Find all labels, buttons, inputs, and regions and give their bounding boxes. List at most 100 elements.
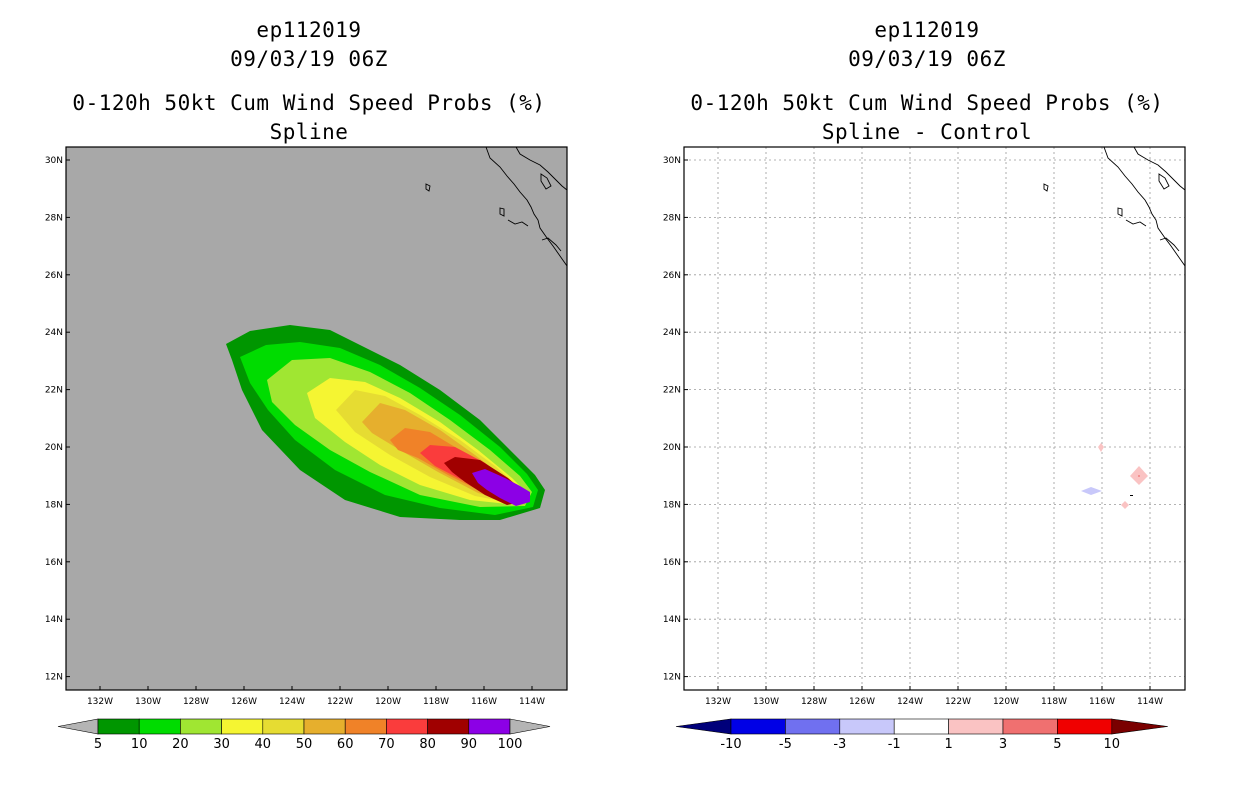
left-probability-contours <box>226 325 545 520</box>
lat-tick-label: 24N <box>663 328 681 338</box>
lon-tick-label: 120W <box>993 697 1019 707</box>
lat-tick-label: 20N <box>663 443 681 453</box>
colorbar-swatch <box>180 718 222 735</box>
right-product-title: 0-120h 50kt Cum Wind Speed Probs (%) <box>690 91 1164 115</box>
lat-tick-label: 12N <box>45 673 63 683</box>
lon-tick-label: 126W <box>231 697 257 707</box>
right-forecast-date: 09/03/19 06Z <box>848 47 1006 71</box>
right-difference-patches <box>1081 443 1148 509</box>
lat-tick-label: 18N <box>663 500 681 510</box>
right-method-label: Spline - Control <box>821 120 1033 144</box>
colorbar-label: -1 <box>888 737 901 752</box>
lat-tick-label: 30N <box>663 156 681 166</box>
left-product-title: 0-120h 50kt Cum Wind Speed Probs (%) <box>72 91 546 115</box>
left-map-svg: 30N 28N 26N 24N 22N 20N 18N 16N 14N 12N 132W 130W 12… <box>45 146 568 752</box>
lon-tick-label: 130W <box>753 697 779 707</box>
colorbar-label: 5 <box>94 737 102 752</box>
colorbar-swatch <box>427 718 470 735</box>
colorbar-label: 60 <box>337 737 354 752</box>
right-axis-ticks: 30N 28N 26N 24N 22N 20N 18N 16N 14N 12N 132W 130W 12… <box>663 156 1163 707</box>
lon-tick-label: 132W <box>87 697 113 707</box>
colorbar-right-arrow <box>1111 718 1168 735</box>
lat-tick-label: 20N <box>45 443 63 453</box>
left-map-panel: ep112019 09/03/19 06Z 0-120h 50kt Cum Wi… <box>45 18 568 752</box>
right-map-panel: ep112019 09/03/19 06Z 0-120h 50kt Cum Wi… <box>618 0 1236 800</box>
right-colorbar: -10 -5 -3 -1 1 3 5 10 <box>675 718 1168 752</box>
colorbar-label: 50 <box>296 737 313 752</box>
colorbar-label: -3 <box>833 737 846 752</box>
colorbar-label: 90 <box>461 737 478 752</box>
left-map-frame <box>65 146 568 691</box>
colorbar-label: 10 <box>131 737 148 752</box>
colorbar-swatch <box>344 718 387 735</box>
colorbar-label: 5 <box>1053 737 1061 752</box>
lat-tick-label: 22N <box>45 386 63 396</box>
right-storm-id: ep112019 <box>874 18 980 42</box>
colorbar-swatch <box>893 718 949 735</box>
lon-tick-label: 114W <box>1137 697 1163 707</box>
right-gridlines <box>684 147 1185 690</box>
left-storm-id: ep112019 <box>256 18 362 42</box>
colorbar-swatch <box>948 718 1004 735</box>
colorbar-swatch <box>1057 718 1113 735</box>
lon-tick-label: 128W <box>801 697 827 707</box>
lon-tick-label: 118W <box>1041 697 1067 707</box>
negative-difference-patch <box>1081 487 1102 495</box>
difference-tick-mark <box>1130 495 1133 496</box>
colorbar-left-arrow <box>57 718 99 735</box>
colorbar-swatch <box>468 718 511 735</box>
lon-tick-label: 128W <box>183 697 209 707</box>
right-map-background <box>684 147 1185 690</box>
positive-difference-patch-small-lower <box>1121 501 1129 509</box>
colorbar-swatch <box>785 718 841 735</box>
lat-tick-label: 18N <box>45 500 63 510</box>
colorbar-label: 100 <box>498 737 523 752</box>
lon-tick-label: 116W <box>1089 697 1115 707</box>
colorbar-label: 10 <box>1104 737 1121 752</box>
colorbar-swatch <box>138 718 181 735</box>
colorbar-right-arrow <box>509 718 551 735</box>
lon-tick-label: 118W <box>423 697 449 707</box>
lat-tick-label: 26N <box>663 271 681 281</box>
colorbar-label: 20 <box>172 737 189 752</box>
left-method-label: Spline <box>269 120 349 144</box>
left-coastline <box>425 146 568 267</box>
lon-tick-label: 126W <box>849 697 875 707</box>
lon-tick-label: 124W <box>897 697 923 707</box>
lon-tick-label: 120W <box>375 697 401 707</box>
lat-tick-label: 14N <box>45 615 63 625</box>
lat-tick-label: 16N <box>663 558 681 568</box>
lon-tick-label: 114W <box>519 697 545 707</box>
colorbar-swatch <box>303 718 346 735</box>
lat-tick-label: 22N <box>663 386 681 396</box>
colorbar-swatch <box>262 718 305 735</box>
colorbar-label: 3 <box>999 737 1007 752</box>
colorbar-label: 1 <box>944 737 952 752</box>
lat-tick-label: 28N <box>663 213 681 223</box>
lon-tick-label: 132W <box>705 697 731 707</box>
lat-tick-label: 26N <box>45 271 63 281</box>
right-map-frame <box>683 146 1186 691</box>
colorbar-left-arrow <box>675 718 732 735</box>
lon-tick-label: 124W <box>279 697 305 707</box>
colorbar-label: -10 <box>720 737 741 752</box>
left-forecast-date: 09/03/19 06Z <box>230 47 388 71</box>
lat-tick-label: 12N <box>663 673 681 683</box>
colorbar-label: 40 <box>255 737 272 752</box>
colorbar-swatch <box>730 718 786 735</box>
colorbar-swatch <box>386 718 428 735</box>
lon-tick-label: 122W <box>945 697 971 707</box>
colorbar-label: 30 <box>213 737 230 752</box>
colorbar-label: -5 <box>779 737 792 752</box>
colorbar-swatch <box>221 718 264 735</box>
lat-tick-label: 28N <box>45 213 63 223</box>
right-map-svg: 30N 28N 26N 24N 22N 20N 18N 16N 14N 12N 132W 130W 12… <box>663 146 1186 752</box>
left-colorbar: 5 10 20 30 40 50 60 70 80 90 100 <box>57 718 551 752</box>
difference-dot <box>1138 475 1140 477</box>
lat-tick-label: 16N <box>45 558 63 568</box>
left-axis-ticks: 30N 28N 26N 24N 22N 20N 18N 16N 14N 12N 132W 130W 12… <box>45 156 545 707</box>
colorbar-swatch <box>97 718 140 735</box>
lon-tick-label: 130W <box>135 697 161 707</box>
lon-tick-label: 116W <box>471 697 497 707</box>
lon-tick-label: 122W <box>327 697 353 707</box>
